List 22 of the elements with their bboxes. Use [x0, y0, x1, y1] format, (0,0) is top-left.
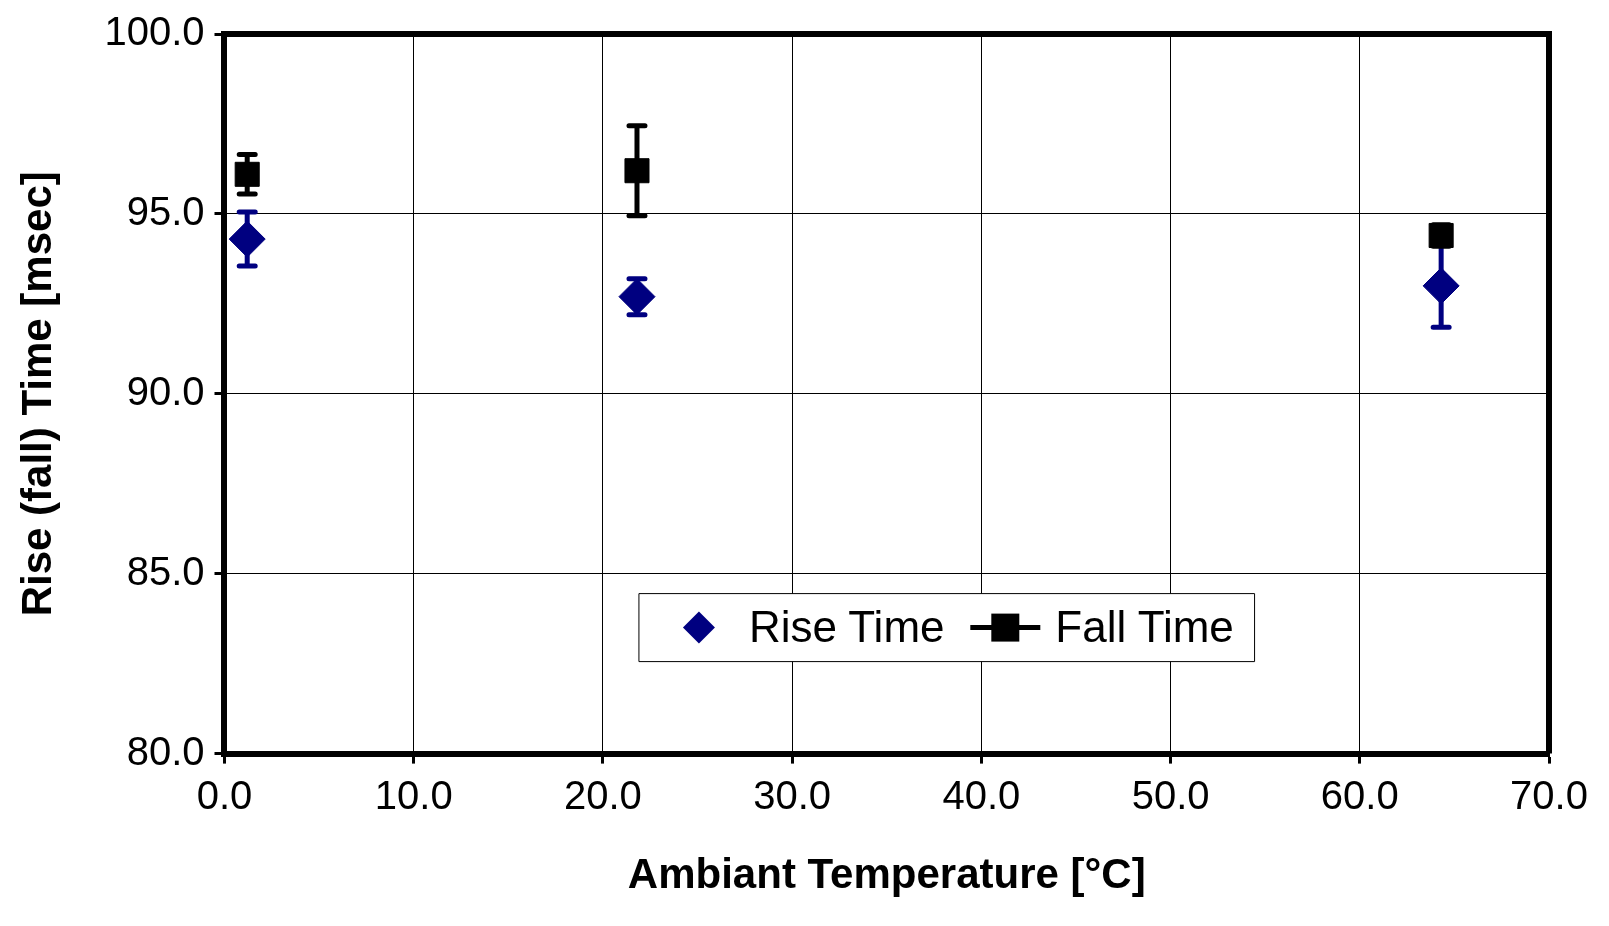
x-tick-label: 70.0 [1510, 772, 1588, 817]
point [228, 220, 266, 258]
legend-label: Rise Time [748, 601, 945, 651]
point [1422, 267, 1460, 305]
y-axis-title: Rise (fall) Time [msec] [12, 171, 60, 617]
x-tick-label: 60.0 [1320, 772, 1399, 817]
y-tick-label: 80.0 [126, 728, 205, 773]
y-tick-label: 95.0 [126, 188, 205, 233]
y-tick-label: 100.0 [104, 9, 205, 54]
point [618, 278, 656, 316]
x-axis-title: Ambiant Temperature [°C] [627, 850, 1146, 898]
y-tick-label: 85.0 [126, 548, 205, 593]
x-tick-label: 20.0 [564, 772, 642, 817]
point [234, 161, 260, 187]
x-tick-label: 50.0 [1131, 772, 1210, 817]
legend-label: Fall Time [1055, 601, 1234, 651]
x-tick-label: 30.0 [753, 772, 832, 817]
x-tick-label: 10.0 [374, 772, 453, 817]
point [624, 158, 650, 184]
x-tick-label: 0.0 [196, 772, 253, 817]
x-tick-label: 40.0 [942, 772, 1021, 817]
y-tick-label: 90.0 [126, 368, 205, 413]
